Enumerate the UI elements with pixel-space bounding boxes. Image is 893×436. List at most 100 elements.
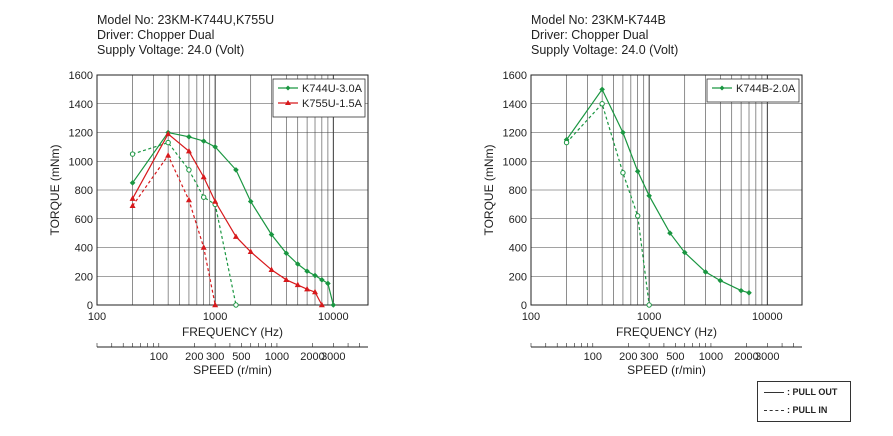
chart-2-driver-text: Driver: Chopper Dual	[531, 28, 649, 42]
chart-1-plot-frame	[96, 74, 369, 306]
chart-1-y-tick-label: 400	[75, 243, 93, 255]
chart-1-voltage-text: Supply Voltage: 24.0 (Volt)	[97, 43, 245, 57]
chart-1-series-2-point	[186, 167, 192, 173]
chart-2-series-1-point	[702, 269, 709, 275]
chart-1-series-3-point	[200, 173, 207, 180]
chart-1-legend-marker	[285, 100, 291, 105]
solid-line-sample	[764, 391, 784, 393]
chart-1-speed-tick-label: 2000	[300, 351, 324, 363]
chart-2-series-1-line	[566, 88, 750, 294]
chart-2-series-2-point	[646, 302, 652, 308]
chart-2-y-tick-label: 1200	[503, 128, 527, 140]
chart-2-y-axis-label: TORQUE (mNm)	[482, 144, 496, 235]
chart-1-series-2-point	[201, 194, 207, 200]
chart-1-y-axis-label: TORQUE (mNm)	[48, 144, 62, 235]
chart-1-series-1-point	[233, 167, 239, 173]
chart-2-y-tick-label: 0	[521, 300, 527, 312]
chart-2-series-1-point	[738, 287, 744, 294]
chart-1-legend-label: K755U-1.5A	[302, 98, 363, 110]
pull-in-key: : PULL IN	[764, 405, 827, 415]
chart-1-x-tick-label: 1000	[203, 311, 227, 323]
chart-2-x-tick-label: 10000	[752, 311, 783, 323]
chart-1-series-3-point	[185, 147, 192, 154]
chart-2-model-text: Model No: 23KM-K744B	[531, 13, 666, 27]
chart-2-y-tick-label: 1000	[503, 156, 527, 168]
chart-2-speed-tick-label: 1000	[699, 351, 723, 363]
chart-2-speed-tick-label: 100	[584, 351, 602, 363]
chart-1-series-3-point	[212, 198, 219, 204]
chart-2-series-1-point	[667, 230, 673, 236]
chart-1-speed-tick-label: 200	[185, 351, 203, 363]
chart-1-series-4-point	[212, 301, 219, 308]
chart-1-series-1-point	[319, 277, 325, 283]
pull-in-label: : PULL IN	[787, 405, 828, 415]
chart-1-series-3-point	[304, 285, 311, 292]
chart-2-x-tick-label: 1000	[637, 311, 661, 323]
chart-2-legend-label: K744B-2.0A	[736, 83, 796, 95]
chart-1-speed-tick-label: 100	[150, 351, 168, 363]
chart-1-series-2-point	[165, 139, 171, 146]
chart-1-y-tick-label: 1000	[69, 156, 93, 168]
chart-1-series-3-point	[247, 248, 254, 255]
chart-1-series-2-line	[132, 141, 237, 306]
chart-2-series-2-line	[566, 102, 650, 306]
chart-2-speed-tick-label: 300	[640, 351, 658, 363]
chart-1-legend-marker	[285, 85, 291, 91]
chart-1-model-text: Model No: 23KM-K744U,K755U	[97, 13, 275, 27]
chart-1-series-3-point	[268, 266, 275, 272]
chart-1-driver-text: Driver: Chopper Dual	[97, 28, 215, 42]
chart-1-series-4-point	[165, 152, 172, 158]
chart-1-y-tick-label: 1600	[69, 70, 93, 82]
chart-1-speed-tick-label: 3000	[321, 351, 345, 363]
chart-1-series-1-point	[312, 272, 318, 279]
chart-1-series-2-point	[129, 151, 136, 157]
chart-1-series-2-point	[233, 302, 239, 308]
chart-2-y-tick-label: 400	[509, 243, 527, 255]
chart-1-x-axis-label: FREQUENCY (Hz)	[182, 325, 283, 339]
chart-1-y-tick-label: 800	[75, 185, 93, 197]
chart-1-y-tick-label: 1400	[69, 99, 93, 111]
chart-2-series-1-point	[746, 289, 752, 296]
chart-2-series-1-point	[681, 249, 688, 256]
chart-1-speed-axis-label: SPEED (r/min)	[193, 363, 272, 377]
chart-1-series-1-point	[268, 231, 275, 238]
chart-1-x-tick-label: 100	[88, 311, 106, 323]
chart-1-series-1-point	[212, 144, 218, 150]
chart-1-series-1-point	[330, 302, 337, 308]
chart-1-series-3-point	[283, 276, 290, 283]
chart-2-legend-marker	[719, 85, 725, 91]
chart-2-y-tick-label: 1400	[503, 99, 527, 111]
chart-2-speed-tick-label: 200	[619, 351, 637, 363]
chart-1-series-1-point	[283, 250, 290, 257]
chart-1-x-tick-label: 10000	[318, 311, 349, 323]
chart-1-speed-tick-label: 300	[206, 351, 224, 363]
chart-2-series-2-point	[599, 101, 605, 107]
chart-2-x-tick-label: 100	[522, 311, 540, 323]
chart-1-legend-box	[272, 78, 366, 118]
chart-1-series-3-point	[129, 195, 136, 201]
chart-2-x-axis-label: FREQUENCY (Hz)	[616, 325, 717, 339]
chart-1-series-1-point	[200, 138, 207, 144]
chart-1-header: Model No: 23KM-K744U,K755U Driver: Chopp…	[97, 13, 274, 58]
chart-1-series-3-point	[294, 281, 301, 288]
chart-2-series-2-point	[635, 213, 641, 219]
chart-1-legend-label: K744U-3.0A	[302, 83, 363, 95]
pull-out-key: : PULL OUT	[764, 387, 837, 397]
chart-2-header: Model No: 23KM-K744B Driver: Chopper Dua…	[531, 13, 678, 58]
chart-1-series-3-point	[232, 233, 239, 239]
chart-1-series-4-point	[200, 244, 207, 250]
line-style-key: : PULL OUT : PULL IN	[757, 381, 851, 422]
chart-2-speed-axis-label: SPEED (r/min)	[627, 363, 706, 377]
chart-1-speed-tick-label: 500	[232, 351, 250, 363]
chart-2-y-tick-label: 200	[509, 271, 527, 283]
chart-1-series-1-point	[304, 268, 310, 275]
chart-1-y-tick-label: 0	[87, 300, 93, 312]
chart-1-series-3-point	[165, 130, 172, 137]
chart-2-series-1-point	[646, 192, 652, 199]
pull-out-label: : PULL OUT	[787, 387, 838, 397]
chart-1-series-3-point	[312, 288, 319, 295]
chart-1-speed-tick-label: 1000	[265, 351, 289, 363]
chart-2-series-2-point	[563, 139, 570, 146]
chart-2-y-tick-label: 800	[509, 185, 527, 197]
